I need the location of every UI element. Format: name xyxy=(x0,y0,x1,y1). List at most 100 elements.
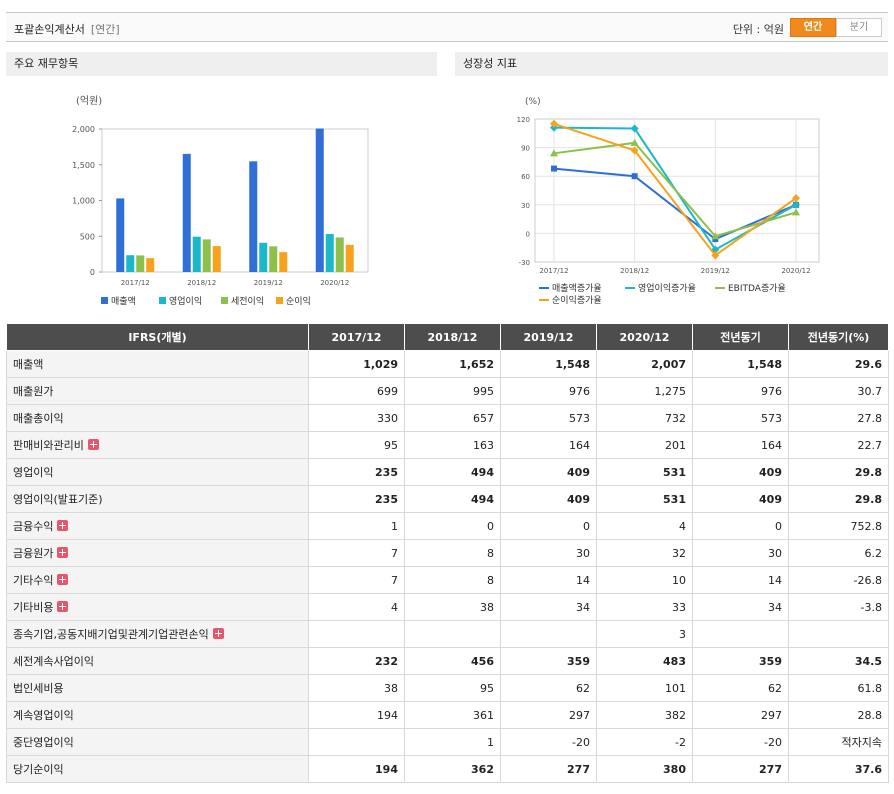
table-cell: 4 xyxy=(308,593,405,621)
expand-plus-icon[interactable] xyxy=(57,547,69,558)
row-label-text: 매출원가 xyxy=(13,385,54,398)
statement-title: 포괄손익계산서 [연간] xyxy=(14,21,120,37)
bar xyxy=(279,252,288,272)
statement-title-text: 포괄손익계산서 xyxy=(14,23,85,36)
line-x-tick-label: 2019/12 xyxy=(701,267,730,275)
bar xyxy=(335,237,344,272)
col-header-prev: 전년동기 xyxy=(692,323,789,351)
statement-period-label: [연간] xyxy=(90,23,120,36)
legend-label: EBITDA증가율 xyxy=(728,283,786,294)
bar-y-tick-label: 1,500 xyxy=(72,161,95,170)
line-y-tick-label: -30 xyxy=(519,259,530,267)
table-cell: 32 xyxy=(596,539,693,567)
row-label: 종속기업,공동지배기업및관계기업관련손익 xyxy=(6,620,309,648)
key-items-panel-title: 주요 재무항목 xyxy=(6,52,437,76)
table-cell xyxy=(788,620,889,648)
col-header-2017: 2017/12 xyxy=(308,323,405,351)
line-y-tick-label: 60 xyxy=(521,173,530,181)
table-cell: 14 xyxy=(500,566,597,594)
table-cell: 483 xyxy=(596,647,693,675)
line-x-tick-label: 2018/12 xyxy=(620,267,649,275)
table-row: 판매비와관리비 95 163 164 201 164 22.7 xyxy=(6,431,889,459)
row-label: 법인세비용 xyxy=(6,674,309,702)
row-label-text: 매출액 xyxy=(13,358,44,371)
table-cell: 494 xyxy=(404,458,501,486)
table-row: 영업이익 235 494 409 531 409 29.8 xyxy=(6,458,889,486)
legend-swatch xyxy=(159,297,166,304)
table-cell: 4 xyxy=(596,512,693,540)
expand-plus-icon[interactable] xyxy=(57,601,69,612)
tab-annual[interactable]: 연간 xyxy=(790,18,836,37)
table-row: 세전계속사업이익 232 456 359 483 359 34.5 xyxy=(6,647,889,675)
table-cell: 0 xyxy=(692,512,789,540)
table-cell: 1,652 xyxy=(404,350,501,378)
table-row: 매출원가 699 995 976 1,275 976 30.7 xyxy=(6,377,889,405)
table-row: 중단영업이익 1 -20 -2 -20 적자지속 xyxy=(6,728,889,756)
table-cell: 164 xyxy=(692,431,789,459)
expand-plus-icon[interactable] xyxy=(57,520,69,531)
col-header-2019: 2019/12 xyxy=(500,323,597,351)
data-point xyxy=(792,208,800,216)
line-y-tick-label: 90 xyxy=(521,145,530,153)
table-cell: 995 xyxy=(404,377,501,405)
line-y-tick-label: 0 xyxy=(526,230,530,238)
row-label: 계속영업이익 xyxy=(6,701,309,729)
table-cell: 0 xyxy=(500,512,597,540)
row-label: 영업이익 xyxy=(6,458,309,486)
table-cell: 297 xyxy=(692,701,789,729)
bar xyxy=(146,258,155,272)
col-header-2018: 2018/12 xyxy=(404,323,501,351)
table-row: 기타비용 4 38 34 33 34 -3.8 xyxy=(6,593,889,621)
row-label-text: 금융원가 xyxy=(13,547,54,560)
table-cell: 적자지속 xyxy=(788,728,889,756)
row-label-text: 영업이익(발표기준) xyxy=(13,493,103,506)
row-label-text: 당기순이익 xyxy=(13,763,64,776)
table-row: 금융수익 1 0 0 4 0 752.8 xyxy=(6,512,889,540)
statement-header: 포괄손익계산서 [연간] 단위 : 억원 연간 분기 xyxy=(6,12,888,42)
row-label-text: 금융수익 xyxy=(13,520,54,533)
table-cell: 456 xyxy=(404,647,501,675)
data-point xyxy=(792,200,800,209)
table-cell: 29.8 xyxy=(788,485,889,513)
bar-y-axis-unit: (억원) xyxy=(76,95,102,107)
series-line xyxy=(553,141,797,238)
table-cell: 28.8 xyxy=(788,701,889,729)
legend-label: 영업이익증가율 xyxy=(638,282,696,294)
table-cell: 62 xyxy=(500,674,597,702)
bar xyxy=(116,198,125,272)
table-cell: 38 xyxy=(308,674,405,702)
expand-plus-icon[interactable] xyxy=(87,439,99,450)
table-cell: 30 xyxy=(500,539,597,567)
row-label: 매출총이익 xyxy=(6,404,309,432)
bar-x-tick-label: 2018/12 xyxy=(187,279,216,287)
table-cell: 194 xyxy=(308,755,405,783)
bar xyxy=(136,255,145,272)
key-items-bar-chart: (억원) 0 500 1,000 1,500 2,000 2017/12 2018/12 201… xyxy=(72,95,369,307)
table-cell: 1,548 xyxy=(692,350,789,378)
data-point xyxy=(550,119,558,128)
line-x-tick-label: 2020/12 xyxy=(781,267,810,275)
expand-plus-icon[interactable] xyxy=(212,628,224,639)
table-cell: -20 xyxy=(500,728,597,756)
row-label-text: 기타수익 xyxy=(13,574,54,587)
table-cell: -3.8 xyxy=(788,593,889,621)
legend-label: 매출액 xyxy=(111,295,136,307)
table-cell: 297 xyxy=(500,701,597,729)
table-cell: 235 xyxy=(308,485,405,513)
table-cell: 8 xyxy=(404,539,501,567)
legend-label: 영업이익 xyxy=(169,295,202,307)
table-cell: 30 xyxy=(692,539,789,567)
table-cell: 3 xyxy=(596,620,693,648)
bar xyxy=(202,239,211,272)
table-cell: 27.8 xyxy=(788,404,889,432)
table-cell: 164 xyxy=(500,431,597,459)
expand-plus-icon[interactable] xyxy=(57,574,69,585)
bar xyxy=(345,244,354,272)
data-point xyxy=(631,173,638,180)
table-cell: 6.2 xyxy=(788,539,889,567)
table-cell: 33 xyxy=(596,593,693,621)
table-cell: 29.6 xyxy=(788,350,889,378)
tab-quarterly[interactable]: 분기 xyxy=(836,18,882,37)
table-row: 당기순이익 194 362 277 380 277 37.6 xyxy=(6,755,889,783)
row-label: 매출원가 xyxy=(6,377,309,405)
